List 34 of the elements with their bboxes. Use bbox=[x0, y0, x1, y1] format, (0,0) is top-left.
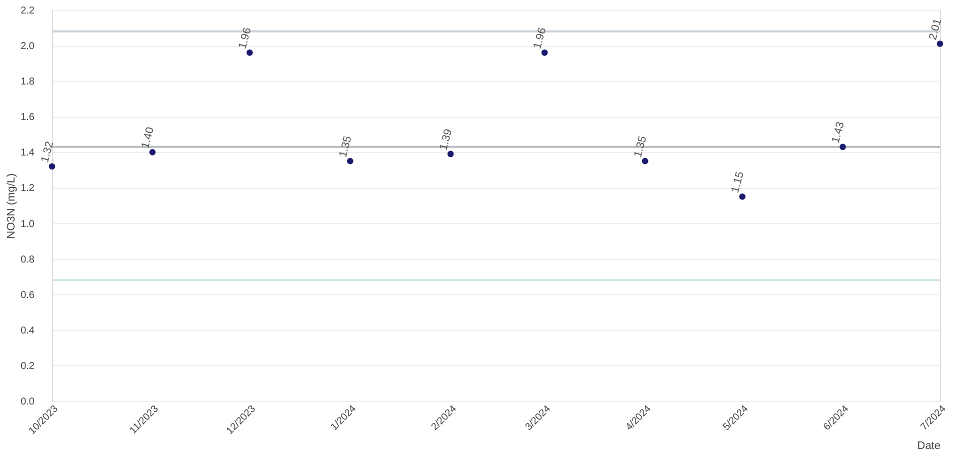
y-axis-title: NO3N (mg/L) bbox=[6, 173, 18, 239]
point bbox=[48, 163, 56, 170]
y-tick-label: 1.0 bbox=[20, 218, 35, 230]
y-tick-label: 1.8 bbox=[20, 76, 35, 88]
y-tick-label: 1.2 bbox=[20, 183, 35, 194]
y-tick-label: 0.4 bbox=[20, 325, 35, 336]
y-tick-label: 0.6 bbox=[20, 290, 35, 301]
y-tick-label: 0.8 bbox=[20, 254, 35, 266]
y-tick-label: 0.0 bbox=[20, 396, 35, 408]
point bbox=[246, 50, 253, 56]
point bbox=[840, 144, 846, 150]
y-tick-label: 1.6 bbox=[20, 112, 35, 124]
data-label: 1.35 bbox=[337, 134, 354, 159]
point bbox=[642, 158, 648, 164]
point bbox=[347, 158, 354, 164]
y-tick-label: 2.0 bbox=[20, 41, 35, 52]
y-tick-label: 1.4 bbox=[20, 148, 35, 159]
data-label: 2.01 bbox=[926, 18, 944, 42]
data-label: 1.40 bbox=[139, 126, 157, 150]
x-axis-title: Date bbox=[917, 440, 940, 452]
data-label: 1.15 bbox=[729, 170, 746, 194]
point bbox=[541, 50, 548, 56]
point bbox=[936, 40, 944, 47]
point bbox=[447, 150, 454, 158]
point bbox=[739, 193, 746, 200]
y-tick-label: 2.2 bbox=[20, 6, 35, 16]
data-label: 1.43 bbox=[830, 120, 847, 144]
data-label: 1.96 bbox=[532, 26, 549, 50]
data-label: 1.35 bbox=[632, 134, 650, 159]
data-label: 1.39 bbox=[438, 128, 455, 152]
point bbox=[149, 149, 156, 156]
data-label: 1.96 bbox=[236, 26, 254, 50]
y-tick-label: 0.2 bbox=[20, 360, 35, 372]
data-label: 1.32 bbox=[38, 140, 56, 164]
